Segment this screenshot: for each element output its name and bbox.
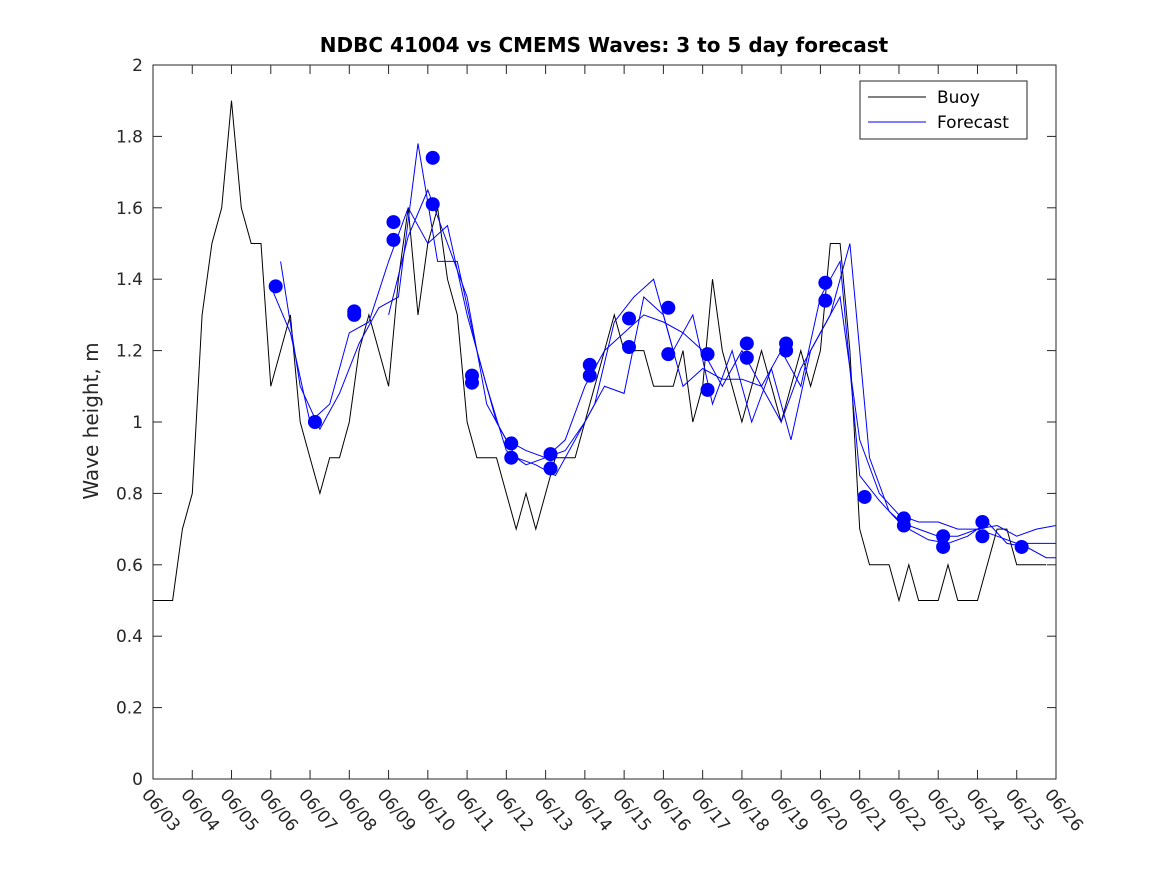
forecast-marker	[622, 340, 637, 355]
forecast-marker	[896, 518, 911, 533]
forecast-marker	[975, 529, 990, 544]
forecast-marker	[347, 307, 362, 322]
forecast-marker	[386, 232, 401, 247]
forecast-marker	[622, 311, 637, 326]
y-tick-label: 1.8	[116, 127, 143, 147]
y-tick-label: 2	[132, 56, 143, 76]
forecast-marker	[700, 347, 715, 362]
forecast-marker	[818, 275, 833, 290]
forecast-marker	[543, 447, 558, 462]
forecast-marker	[661, 347, 676, 362]
forecast-marker	[1014, 539, 1029, 554]
forecast-marker	[779, 343, 794, 358]
forecast-marker	[464, 375, 479, 390]
forecast-marker	[975, 514, 990, 529]
forecast-marker	[582, 368, 597, 383]
legend-buoy-label: Buoy	[937, 88, 980, 108]
forecast-marker	[425, 197, 440, 212]
forecast-marker	[504, 436, 519, 451]
forecast-marker	[739, 350, 754, 365]
forecast-marker	[504, 450, 519, 465]
y-axis-label: Wave height, m	[79, 342, 103, 499]
forecast-marker	[425, 150, 440, 165]
y-tick-label: 1.4	[116, 270, 143, 290]
chart-title: NDBC 41004 vs CMEMS Waves: 3 to 5 day fo…	[320, 33, 889, 57]
forecast-marker	[700, 382, 715, 397]
series-forecast-line	[388, 188, 1057, 537]
forecast-marker	[307, 415, 322, 429]
forecast-marker	[268, 279, 283, 294]
y-tick-label: 0.8	[116, 484, 143, 504]
plot-area	[153, 100, 1057, 603]
forecast-marker	[543, 461, 558, 476]
y-tick-label: 1.2	[116, 342, 143, 362]
forecast-marker	[661, 300, 676, 315]
y-tick-label: 1.6	[116, 199, 143, 219]
forecast-marker	[739, 336, 754, 351]
legend-forecast-label: Forecast	[937, 113, 1009, 133]
forecast-marker	[857, 489, 872, 504]
y-tick-label: 0	[132, 770, 143, 790]
forecast-marker	[936, 539, 951, 554]
legend-box	[859, 80, 1028, 140]
y-tick-label: 0.2	[116, 699, 143, 719]
y-tick-label: 1	[132, 413, 143, 433]
forecast-marker	[818, 293, 833, 308]
legend: Buoy Forecast	[859, 80, 1028, 140]
series-forecast-line	[270, 206, 1056, 544]
forecast-marker	[386, 215, 401, 230]
y-axis: 0 0.2 0.4 0.6 0.8 1 1.2 1.4 1.6 1.8 2	[116, 56, 1056, 790]
y-tick-label: 0.6	[116, 556, 143, 576]
y-tick-label: 0.4	[116, 627, 143, 647]
